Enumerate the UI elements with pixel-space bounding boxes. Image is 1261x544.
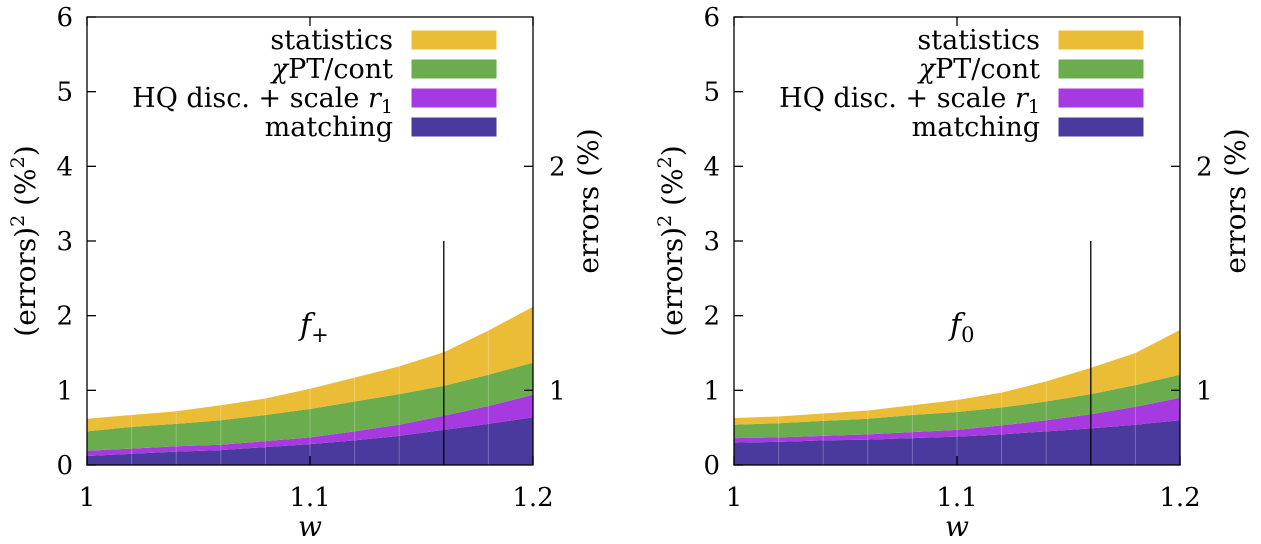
function-annotation: f+ xyxy=(298,308,329,347)
y-tick-label: 3 xyxy=(56,227,73,257)
y2-tick-label: 2 xyxy=(549,152,566,182)
y-axis-label: (errors)2 (%2) xyxy=(7,145,42,336)
legend-label: statistics xyxy=(917,25,1040,56)
y-tick-label: 1 xyxy=(56,376,73,406)
y-tick-label: 5 xyxy=(56,78,73,108)
legend-label: matching xyxy=(265,112,393,143)
y-tick-label: 1 xyxy=(703,376,720,406)
y-tick-label: 2 xyxy=(56,302,73,332)
y2-axis-label: errors (%) xyxy=(1219,128,1252,273)
legend-swatch xyxy=(411,117,497,137)
y-tick-label: 2 xyxy=(703,302,720,332)
x-axis-label: w xyxy=(298,510,322,539)
x-tick-label: 1 xyxy=(79,483,96,513)
x-tick-label: 1.2 xyxy=(512,483,553,513)
x-tick-label: 1.1 xyxy=(289,483,330,513)
area--pt-cont xyxy=(87,362,533,451)
legend-label: statistics xyxy=(270,25,393,56)
y-tick-label: 3 xyxy=(703,227,720,257)
legend-label: HQ disc. + scale r1 xyxy=(132,83,393,118)
y-tick-label: 0 xyxy=(703,451,720,481)
legend-label: χPT/cont xyxy=(917,54,1040,85)
x-tick-label: 1 xyxy=(726,483,743,513)
area-matching xyxy=(734,420,1180,465)
y2-tick-label: 1 xyxy=(1196,376,1213,406)
legend-label: matching xyxy=(912,112,1040,143)
y-tick-label: 0 xyxy=(56,451,73,481)
legend-swatch xyxy=(1058,117,1144,137)
x-tick-label: 1.2 xyxy=(1159,483,1200,513)
y-tick-label: 4 xyxy=(703,152,720,182)
legend-swatch xyxy=(1058,30,1144,50)
x-axis-label: w xyxy=(945,510,969,539)
y2-axis-label: errors (%) xyxy=(572,128,605,273)
y2-tick-label: 2 xyxy=(1196,152,1213,182)
legend-swatch xyxy=(1058,88,1144,108)
x-tick-label: 1.1 xyxy=(936,483,977,513)
y-tick-label: 6 xyxy=(56,3,73,33)
legend-swatch xyxy=(1058,59,1144,79)
legend-label: χPT/cont xyxy=(270,54,393,85)
y2-tick-label: 1 xyxy=(549,376,566,406)
y-axis-label: (errors)2 (%2) xyxy=(654,145,689,336)
function-annotation: f0 xyxy=(948,308,974,347)
legend-swatch xyxy=(411,88,497,108)
legend-swatch xyxy=(411,30,497,50)
area--pt-cont xyxy=(734,374,1180,439)
y-tick-label: 4 xyxy=(56,152,73,182)
legend-swatch xyxy=(411,59,497,79)
area-matching xyxy=(87,417,533,465)
y-tick-label: 6 xyxy=(703,3,720,33)
legend-label: HQ disc. + scale r1 xyxy=(779,83,1040,118)
y-tick-label: 5 xyxy=(703,78,720,108)
